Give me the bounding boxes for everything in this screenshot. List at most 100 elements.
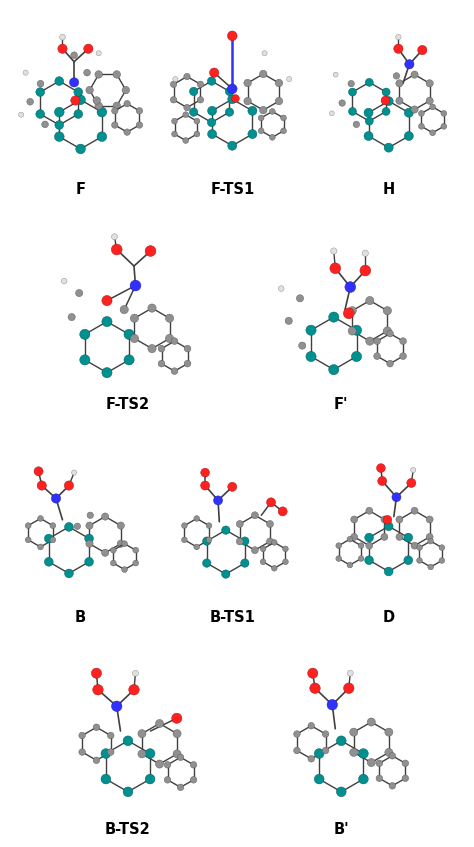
Circle shape [228,141,237,150]
Circle shape [364,131,373,141]
Circle shape [194,119,200,124]
Circle shape [155,760,164,768]
Circle shape [177,754,184,761]
Circle shape [426,516,433,523]
Circle shape [281,115,286,121]
Circle shape [374,352,381,359]
Circle shape [351,325,362,335]
Circle shape [171,368,178,374]
Circle shape [194,131,200,137]
Circle shape [275,97,283,105]
Circle shape [260,546,266,551]
Circle shape [133,670,138,676]
Circle shape [351,352,362,362]
Circle shape [258,128,264,134]
Circle shape [86,540,93,547]
Circle shape [80,329,90,340]
Circle shape [184,346,191,352]
Circle shape [278,507,287,516]
Circle shape [329,111,334,116]
Circle shape [402,775,409,782]
Circle shape [84,69,91,76]
Circle shape [74,523,81,529]
Circle shape [172,713,182,723]
Circle shape [173,76,178,81]
Circle shape [120,306,128,313]
Circle shape [133,547,138,553]
Circle shape [182,537,187,543]
Circle shape [322,747,329,754]
Circle shape [201,481,210,490]
Circle shape [164,777,171,783]
Circle shape [266,538,273,545]
Circle shape [381,96,390,105]
Text: B': B' [334,822,349,837]
Text: D: D [383,610,395,625]
Circle shape [113,102,120,109]
Circle shape [362,250,368,257]
Circle shape [110,547,116,553]
Circle shape [72,470,77,475]
Circle shape [190,777,197,783]
Circle shape [208,106,217,115]
Circle shape [358,749,368,758]
Circle shape [396,516,403,523]
Circle shape [260,70,267,78]
Circle shape [365,296,374,305]
Circle shape [190,108,198,116]
Circle shape [418,46,427,55]
Circle shape [336,556,342,562]
Circle shape [45,557,53,566]
Circle shape [170,97,177,103]
Text: F-TS2: F-TS2 [106,396,150,412]
Text: B-TS1: B-TS1 [210,610,255,625]
Circle shape [376,463,385,473]
Circle shape [287,76,292,81]
Circle shape [378,477,387,485]
Circle shape [396,534,403,540]
Circle shape [439,545,445,551]
Circle shape [367,718,375,726]
Circle shape [108,732,114,739]
Circle shape [351,534,358,540]
Circle shape [85,557,93,566]
Circle shape [111,234,118,240]
Circle shape [208,119,216,127]
Circle shape [93,97,100,104]
Circle shape [419,124,424,130]
Circle shape [441,110,447,116]
Circle shape [327,700,337,710]
Circle shape [404,108,413,117]
Circle shape [278,285,284,291]
Circle shape [248,130,257,139]
Circle shape [404,533,413,542]
Circle shape [113,70,120,78]
Circle shape [306,325,316,335]
Circle shape [358,556,364,562]
Circle shape [36,87,45,97]
Circle shape [228,482,237,491]
Text: F: F [75,182,86,197]
Circle shape [184,360,191,367]
Circle shape [428,539,434,544]
Circle shape [331,248,337,254]
Circle shape [396,35,401,40]
Circle shape [133,560,138,566]
Circle shape [296,295,303,302]
Circle shape [202,537,211,545]
Circle shape [170,81,177,87]
Circle shape [93,684,103,695]
Circle shape [58,44,67,53]
Circle shape [124,101,130,107]
Circle shape [201,468,210,477]
Circle shape [330,263,341,274]
Circle shape [122,86,129,94]
Circle shape [333,72,338,77]
Circle shape [322,731,329,738]
Circle shape [95,102,102,109]
Circle shape [393,73,400,79]
Circle shape [348,307,356,315]
Circle shape [208,130,217,139]
Circle shape [68,313,75,321]
Circle shape [130,314,138,323]
